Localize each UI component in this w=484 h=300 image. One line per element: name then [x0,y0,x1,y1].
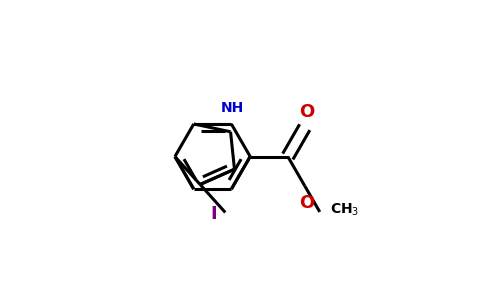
Text: O: O [299,194,314,212]
Text: NH: NH [221,101,244,115]
Text: O: O [299,103,314,121]
Text: I: I [211,205,217,223]
Text: CH$_3$: CH$_3$ [330,202,359,218]
